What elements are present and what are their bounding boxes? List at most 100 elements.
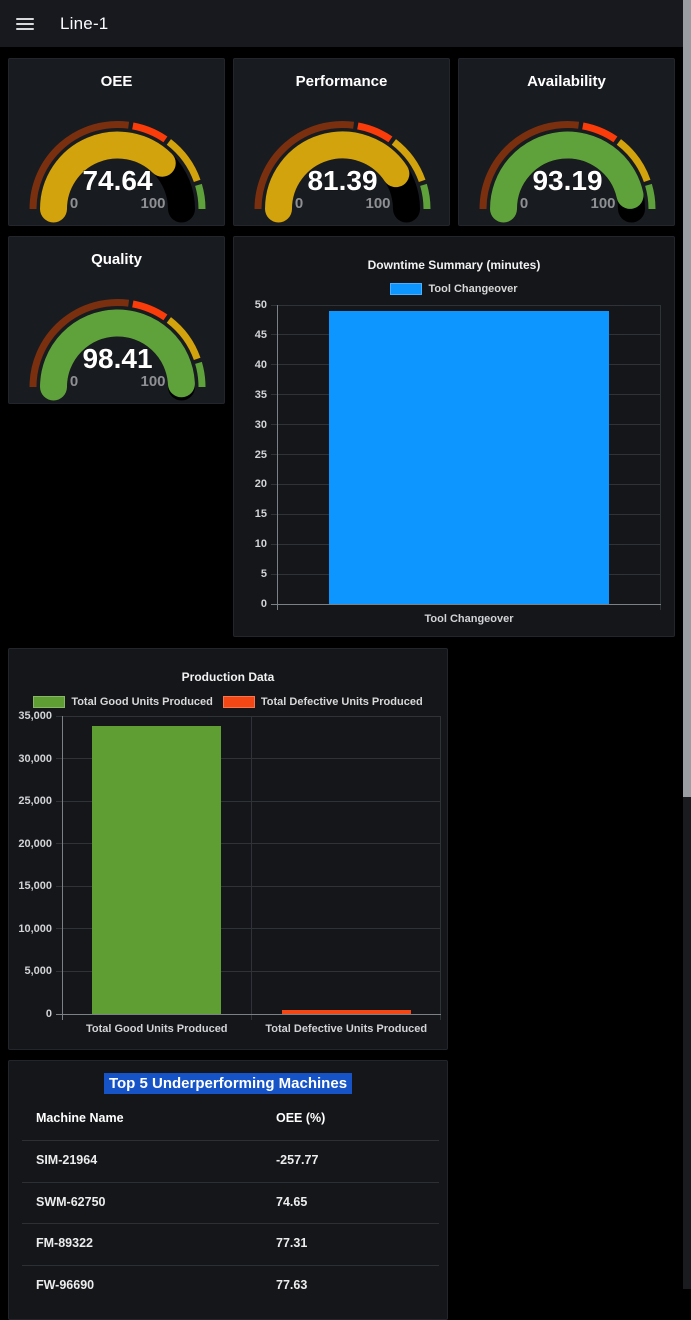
y-tick-label: 15	[254, 508, 267, 521]
cell-machine-name: SWM-62750	[36, 1194, 106, 1209]
x-axis-label: Total Defective Units Produced	[265, 1023, 428, 1035]
gauge-threshold-segment	[132, 122, 168, 143]
panel-oee: OEE 74.64 0 100	[8, 58, 225, 226]
panel-title-performance: Performance	[295, 73, 388, 90]
gauge-value-arc	[265, 131, 410, 223]
gauge-value-arc	[40, 131, 176, 223]
gridline	[56, 928, 441, 930]
y-tick-label: 35	[254, 388, 267, 401]
gauge-min-label: 0	[520, 195, 528, 212]
gauge-threshold-segment	[582, 122, 618, 143]
legend-item-total-good-units-produced[interactable]: Total Good Units Produced	[33, 696, 213, 708]
panel-title-oee: OEE	[100, 73, 133, 90]
gauge-threshold-segment	[357, 122, 393, 143]
row-divider	[22, 1181, 439, 1183]
row-divider	[22, 1264, 439, 1266]
panel-availability: Availability 93.19 0 100	[458, 58, 675, 226]
y-tick-label: 30,000	[18, 752, 52, 765]
gridline	[56, 758, 441, 760]
downtime-chart-title: Downtime Summary (minutes)	[367, 258, 541, 272]
legend-item-total-defective-units-produced[interactable]: Total Defective Units Produced	[222, 696, 423, 708]
cell-oee: -257.77	[276, 1153, 319, 1167]
y-tick-label: 0	[45, 1008, 52, 1020]
gauge-value-arc	[40, 309, 195, 401]
panel-top5-table: Top 5 Underperforming Machines Machine N…	[8, 1060, 448, 1320]
gauge-max-label: 100	[365, 195, 390, 212]
legend-label: Total Good Units Produced	[71, 696, 213, 708]
y-axis-line	[62, 716, 63, 1020]
x-axis-line	[271, 604, 661, 605]
row-divider	[22, 1140, 439, 1141]
y-tick-label: 20	[254, 478, 267, 491]
y-tick-label: 5	[260, 568, 267, 581]
x-axis-line	[56, 1014, 441, 1015]
y-tick-label: 50	[254, 299, 267, 311]
top-navigation-bar: Line-1	[0, 0, 691, 47]
gauge-value-text: 74.64	[82, 165, 152, 196]
y-tick-label: 20,000	[18, 837, 52, 850]
category-boundary-line	[251, 716, 252, 1020]
gauge-threshold-segment	[195, 183, 206, 210]
downtime-chart-legend: Tool Changeover	[234, 283, 674, 295]
gauge-value-text: 98.41	[82, 343, 152, 374]
y-tick-label: 10,000	[18, 922, 52, 935]
gridline	[271, 304, 661, 306]
cell-machine-name: FM-89322	[36, 1236, 93, 1250]
gauge-threshold-segment	[420, 183, 431, 210]
x-axis-label: Tool Changeover	[424, 613, 514, 625]
gauge-max-label: 100	[140, 195, 165, 212]
table-title: Top 5 Underperforming Machines	[103, 1073, 353, 1094]
table-row[interactable]: SWM-62750 74.65	[9, 1181, 447, 1224]
y-tick-label: 25,000	[18, 795, 52, 808]
panel-title-availability: Availability	[527, 73, 606, 90]
gauge-threshold-segment	[645, 183, 656, 210]
plot-right-border	[440, 716, 441, 1020]
table-row[interactable]: SIM-21964 -257.77	[9, 1140, 447, 1182]
y-axis-line	[277, 305, 278, 610]
gauge-threshold-segment	[166, 139, 201, 183]
legend-swatch-tool-changeover	[390, 283, 423, 295]
production-chart-legend: Total Good Units Produced Total Defective…	[9, 696, 447, 708]
gauge-min-label: 0	[70, 195, 78, 212]
gridline	[56, 715, 441, 717]
panel-production-data: Production Data Total Good Units Produce…	[8, 648, 448, 1050]
gridline	[56, 843, 441, 845]
gauge-threshold-segment	[29, 299, 130, 388]
oee-gauge: 74.640 100	[29, 121, 206, 223]
panel-downtime-summary: Downtime Summary (minutes) Tool Changeov…	[233, 236, 675, 637]
gridline	[56, 885, 441, 887]
gauge-max-label: 100	[590, 195, 615, 212]
legend-item-tool-changeover[interactable]: Tool Changeover	[390, 283, 518, 295]
cell-oee: 77.63	[276, 1277, 308, 1292]
y-tick-label: 45	[254, 328, 267, 341]
downtime-chart-plot: 0 5 10 15 20 25 30 35 40 45 50 Tool Changeover	[255, 299, 661, 625]
dashboard-title: Line-1	[60, 13, 109, 33]
legend-swatch-total-good-units-produced	[33, 696, 66, 708]
scrollbar-track[interactable]	[683, 0, 691, 1289]
cell-machine-name: FW-96690	[36, 1277, 95, 1292]
availability-gauge: 93.190 100	[479, 121, 656, 223]
performance-gauge: 81.390 100	[254, 121, 431, 223]
panel-performance: Performance 81.39 0 100	[233, 58, 450, 226]
cell-oee: 77.31	[276, 1236, 308, 1250]
y-tick-label: 25	[254, 448, 267, 461]
legend-swatch-total-defective-units-produced	[222, 696, 255, 708]
gridline	[56, 800, 441, 802]
scrollbar-thumb[interactable]	[683, 0, 691, 797]
gauge-threshold-segment	[166, 317, 201, 361]
y-tick-label: 5,000	[24, 965, 52, 978]
plot-right-border	[660, 305, 661, 610]
production-chart-plot: 0 5,000 10,000 15,000 20,000 25,000 30,000 35,0…	[18, 710, 441, 1035]
gauge-threshold-segment	[195, 361, 206, 388]
gauge-value-arc	[490, 131, 644, 223]
gauge-min-label: 0	[295, 195, 303, 212]
cell-machine-name: SIM-21964	[36, 1153, 98, 1167]
bar-total-defective-units-produced[interactable]	[281, 1009, 411, 1014]
bar-tool-changeover[interactable]	[328, 310, 610, 604]
y-tick-label: 0	[260, 598, 267, 610]
table-row[interactable]: FM-89322 77.31	[9, 1223, 447, 1265]
table-row[interactable]: FW-96690 77.63	[9, 1264, 447, 1307]
bar-total-good-units-produced[interactable]	[92, 726, 222, 1014]
menu-icon[interactable]	[16, 17, 34, 30]
legend-label: Tool Changeover	[428, 283, 518, 295]
